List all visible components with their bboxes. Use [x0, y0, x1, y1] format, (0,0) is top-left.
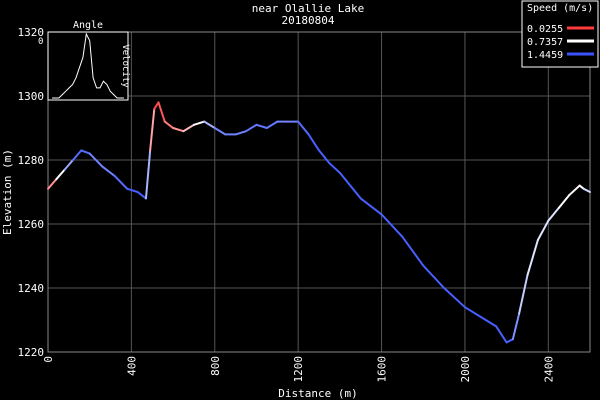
legend-title: Speed (m/s)	[527, 3, 593, 14]
y-tick-label: 1300	[18, 90, 45, 103]
x-tick-label: 2400	[542, 356, 555, 383]
y-tick-labels: 1220 1240 1260 1280 1300 1320	[18, 26, 45, 359]
trace-segment	[463, 306, 487, 321]
y-tick-label: 1220	[18, 346, 45, 359]
trace-segment	[547, 207, 560, 222]
trace-segment	[101, 165, 116, 177]
chart-title: near Olallie Lake	[252, 2, 365, 15]
trace-segment	[245, 123, 258, 133]
trace-segment	[55, 168, 66, 181]
legend: Speed (m/s) 0.0255 0.7357 1.4459	[521, 0, 599, 68]
trace-segment	[568, 184, 581, 197]
x-tick-labels: 0 400 800 1200 1600 2000 2400	[42, 356, 555, 383]
x-axis-label: Distance (m)	[278, 387, 357, 400]
x-tick-label: 2000	[459, 356, 472, 383]
trace-segment	[234, 130, 248, 136]
trace-segment	[401, 235, 425, 267]
trace-segment	[318, 149, 331, 165]
x-tick-label: 1600	[376, 356, 389, 383]
x-tick-label: 400	[125, 356, 138, 376]
legend-box	[521, 0, 599, 68]
trace-segment	[149, 107, 156, 152]
trace-segment	[157, 101, 166, 123]
trace-segment	[484, 319, 498, 328]
trace-segment	[163, 120, 175, 129]
trace-segment	[47, 178, 58, 190]
legend-entry-label: 0.7357	[527, 37, 563, 48]
trace-segment	[80, 149, 91, 155]
trace-segment	[495, 325, 508, 344]
trace-segment	[63, 159, 75, 171]
trace-segment	[443, 287, 466, 309]
trace-segment	[297, 120, 310, 136]
legend-entry-label: 1.4459	[527, 50, 563, 61]
x-tick-label: 0	[42, 356, 55, 363]
inset-left-label: 0	[38, 37, 43, 47]
trace-segment	[328, 162, 341, 174]
trace-segment	[265, 120, 279, 129]
chart-subtitle: 20180804	[282, 14, 335, 27]
inset-title: Angle	[73, 20, 103, 31]
legend-entry-label: 0.0255	[527, 24, 563, 35]
trace-segment	[255, 123, 268, 129]
trace-segment	[192, 120, 206, 126]
trace-segment	[213, 127, 227, 136]
trace-segment	[144, 149, 152, 200]
elevation-trace	[47, 101, 591, 344]
x-tick-label: 1200	[292, 356, 305, 383]
trace-segment	[172, 127, 185, 133]
x-tick-label: 800	[209, 356, 222, 376]
angle-inset: Angle 0 Velocity	[38, 20, 130, 101]
trace-segment	[536, 219, 550, 241]
trace-segment	[126, 187, 139, 193]
trace-segment	[203, 120, 216, 129]
trace-segment	[113, 175, 129, 190]
trace-segment	[422, 264, 446, 289]
y-tick-label: 1320	[18, 26, 45, 39]
y-tick-label: 1280	[18, 154, 45, 167]
trace-segment	[359, 197, 383, 216]
trace-segment	[307, 133, 320, 152]
trace-segment	[505, 338, 514, 344]
inset-line	[52, 32, 124, 99]
trace-segment	[511, 312, 521, 341]
trace-segment	[518, 274, 529, 315]
y-tick-label: 1240	[18, 282, 45, 295]
trace-segment	[88, 152, 104, 168]
trace-segment	[380, 213, 404, 238]
y-tick-label: 1260	[18, 218, 45, 231]
trace-segment	[557, 194, 571, 209]
trace-segment	[136, 191, 147, 200]
trace-segment	[182, 123, 195, 133]
trace-segment	[338, 171, 362, 200]
trace-segment	[526, 239, 539, 277]
y-axis-label: Elevation (m)	[1, 149, 14, 235]
trace-segment	[582, 187, 591, 193]
trace-segment	[72, 149, 83, 161]
inset-right-label: Velocity	[120, 44, 130, 88]
inset-frame	[47, 31, 129, 101]
